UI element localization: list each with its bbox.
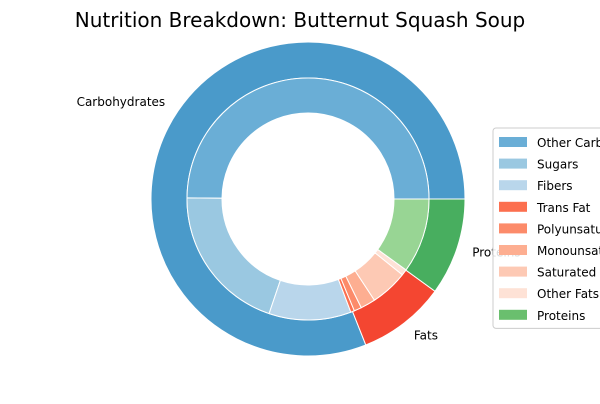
chart-title: Nutrition Breakdown: Butternut Squash So…	[75, 8, 526, 32]
inner-slice-fibers	[268, 278, 352, 321]
legend-label-trans-fat: Trans Fat	[536, 201, 591, 215]
legend-swatch-sugars	[499, 158, 527, 169]
legend-swatch-other-fats	[499, 288, 527, 299]
legend-swatch-other-carbohydrates	[499, 137, 527, 147]
legend-label-polyunsaturated-fat: Polyunsaturated Fat	[537, 222, 600, 236]
legend-swatch-saturated-fat	[499, 266, 527, 277]
legend-label-other-fats: Other Fats	[537, 287, 599, 301]
legend-label-other-carbohydrates: Other Carbohydrates	[537, 136, 600, 150]
legend: Other Carbohydrates Sugars Fibers Trans Fat…	[492, 127, 600, 329]
legend-frame	[492, 127, 600, 329]
legend-swatch-trans-fat	[499, 201, 527, 212]
legend-label-sugars: Sugars	[537, 158, 578, 172]
inner-slice-other-carbohydrates	[186, 77, 430, 200]
outer-label-carbohydrates: Carbohydrates	[77, 95, 166, 109]
legend-swatch-polyunsaturated-fat	[499, 223, 527, 234]
legend-label-monounsaturated-fat: Monounsaturated Fat	[537, 244, 600, 258]
legend-label-proteins: Proteins	[537, 309, 585, 323]
legend-label-saturated-fat: Saturated Fat	[537, 266, 600, 280]
inner-ring	[186, 77, 430, 321]
outer-label-fats: Fats	[414, 328, 438, 342]
legend-label-fibers: Fibers	[537, 179, 573, 193]
legend-swatch-fibers	[499, 180, 527, 191]
legend-swatch-monounsaturated-fat	[499, 245, 527, 255]
legend-swatch-proteins	[499, 309, 527, 320]
inner-slice-proteins	[376, 198, 430, 271]
